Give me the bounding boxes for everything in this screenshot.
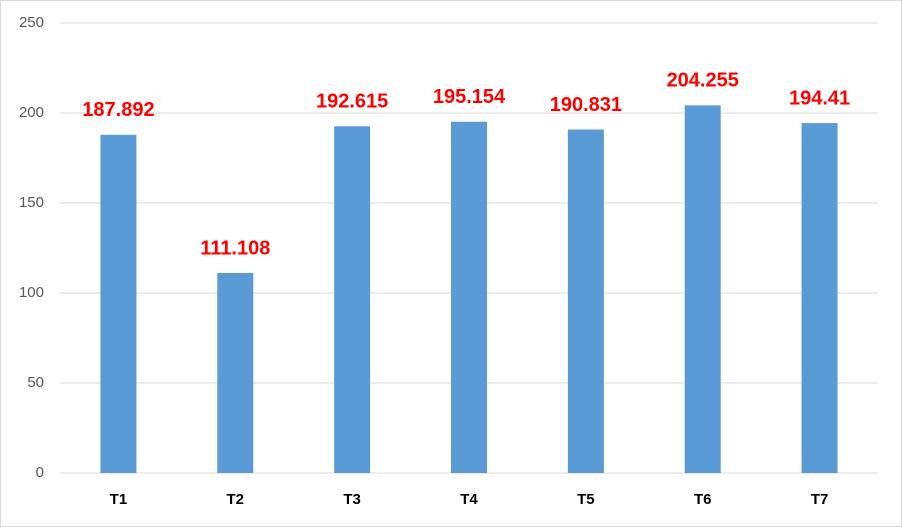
y-tick-label: 150 [19, 194, 44, 211]
y-tick-label: 0 [36, 464, 44, 481]
x-tick-label: T7 [811, 491, 829, 508]
bar [451, 121, 487, 473]
x-tick-label: T5 [577, 491, 595, 508]
bar [217, 273, 254, 473]
data-label: 187.892 [82, 99, 154, 121]
x-tick-label: T2 [227, 491, 245, 508]
bar [684, 105, 721, 473]
x-tick-label: T1 [110, 491, 128, 508]
y-tick-label: 50 [27, 374, 44, 391]
data-label: 190.831 [550, 94, 622, 116]
bar [334, 126, 371, 473]
bar [801, 123, 838, 473]
bar [100, 134, 137, 473]
data-label: 192.615 [316, 91, 388, 113]
x-tick-label: T6 [694, 491, 712, 508]
data-label: 204.255 [667, 70, 739, 92]
bar [567, 129, 604, 473]
y-tick-label: 100 [19, 284, 44, 301]
data-label: 111.108 [200, 237, 270, 259]
y-tick-label: 200 [19, 104, 44, 121]
x-tick-label: T3 [343, 491, 361, 508]
data-label: 195.154 [433, 86, 506, 108]
y-tick-label: 250 [19, 14, 44, 31]
x-tick-label: T4 [460, 491, 478, 508]
data-label: 194.41 [789, 87, 850, 109]
